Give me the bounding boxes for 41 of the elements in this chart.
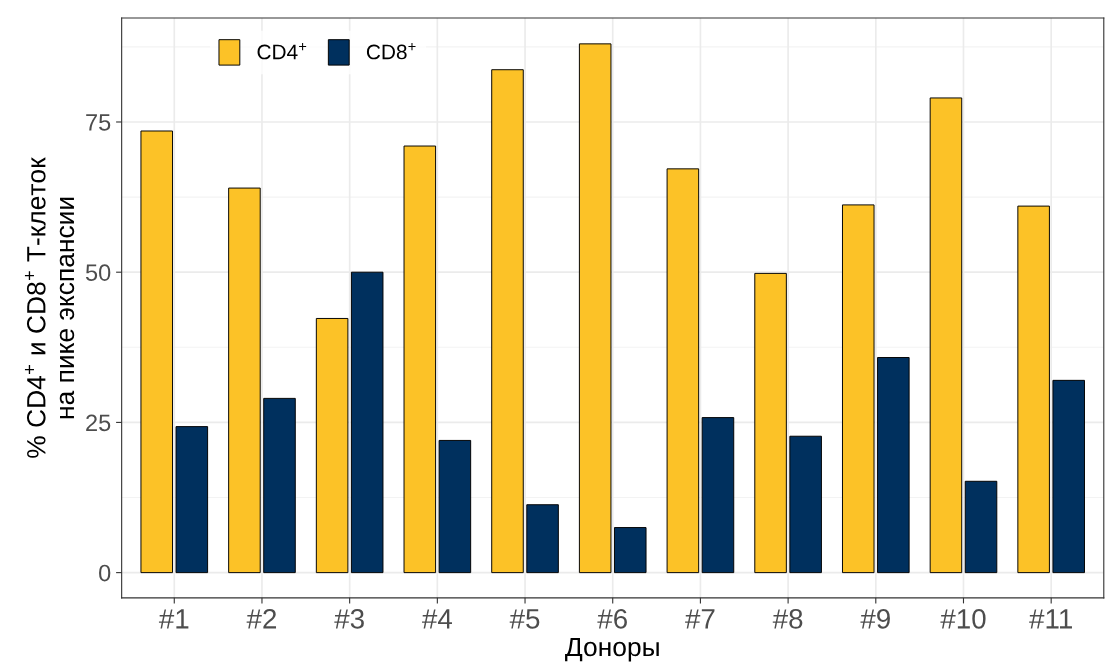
bar — [578, 43, 612, 574]
y-tick-label: 50 — [85, 264, 111, 281]
x-tick-label: #1 — [158, 609, 189, 629]
x-tick-label: #10 — [940, 609, 986, 629]
bar — [929, 97, 963, 574]
y-tick-label: 75 — [86, 114, 111, 131]
bar — [964, 480, 998, 574]
bar — [701, 417, 735, 574]
legend-label: CD8$^{+}$ — [366, 43, 416, 60]
bar — [175, 426, 209, 574]
y-axis-title: % CD4$^{+}$ и CD8$^{+}$ T-клеток на пике экспансии — [24, 157, 75, 458]
bar — [526, 504, 559, 574]
y-tick-label: 25 — [86, 414, 111, 432]
y-tick-label: 0 — [99, 564, 111, 582]
bar — [789, 435, 822, 574]
bar — [841, 204, 875, 574]
bar — [613, 527, 647, 574]
x-tick-label: #8 — [772, 609, 803, 629]
x-tick-label: #5 — [509, 609, 540, 629]
bar — [491, 69, 524, 574]
bar — [350, 271, 384, 574]
bar — [438, 439, 472, 574]
bar — [315, 317, 349, 574]
x-axis-title: Доноры — [565, 637, 659, 662]
bar — [754, 272, 787, 574]
bar — [140, 130, 174, 574]
bar — [1017, 205, 1050, 574]
bar — [666, 168, 700, 574]
bar — [263, 397, 296, 574]
x-tick-label: #4 — [422, 609, 452, 629]
legend-label: CD4$^{+}$ — [257, 43, 307, 60]
x-tick-label: #6 — [597, 609, 627, 629]
bar — [1052, 379, 1085, 574]
x-tick-label: #9 — [860, 609, 890, 629]
x-tick-label: #7 — [685, 609, 715, 629]
x-tick-label: #3 — [334, 609, 364, 629]
bar — [877, 357, 910, 574]
x-tick-label: #11 — [1029, 609, 1072, 629]
bar — [228, 187, 261, 574]
bar — [403, 145, 437, 574]
x-tick-label: #2 — [246, 609, 277, 629]
